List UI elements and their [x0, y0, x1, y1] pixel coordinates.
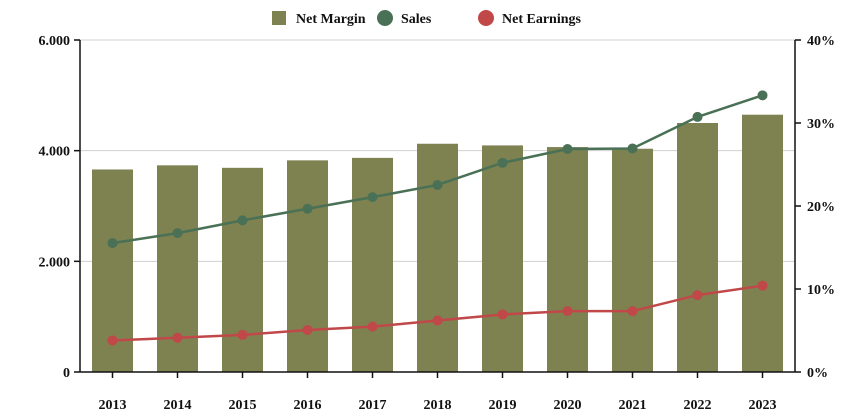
- net-earnings-point: [107, 335, 118, 346]
- net-margin-bar: [677, 123, 718, 372]
- sales-point: [367, 192, 378, 203]
- x-tick-label: 2023: [749, 398, 777, 412]
- net-margin-bar: [417, 143, 458, 372]
- sales-point: [562, 144, 573, 155]
- left-tick-label: 0: [63, 366, 70, 381]
- sales-point: [757, 90, 768, 101]
- line-series: [107, 90, 768, 346]
- net-earnings-point: [432, 315, 443, 326]
- sales-point: [172, 228, 183, 239]
- x-tick-label: 2021: [619, 398, 647, 412]
- x-tick-label: 2016: [294, 398, 322, 412]
- net-earnings-point: [302, 324, 313, 335]
- x-tick-label: 2014: [164, 398, 192, 412]
- sales-point: [692, 111, 703, 122]
- right-tick-label: 40%: [807, 34, 835, 49]
- x-tick-label: 2015: [229, 398, 257, 412]
- net-margin-bar: [287, 160, 328, 372]
- net-margin-bar: [742, 114, 783, 372]
- net-margin-legend-label: Net Margin: [296, 12, 366, 27]
- x-tick-label: 2013: [99, 398, 127, 412]
- x-tick-label: 2019: [489, 398, 517, 412]
- net-earnings-point: [757, 280, 768, 291]
- sales-legend-swatch: [377, 10, 393, 26]
- net-earnings-point: [497, 309, 508, 320]
- net-earnings-point: [367, 321, 378, 332]
- right-tick-label: 0%: [807, 366, 828, 381]
- x-tick-label: 2022: [684, 398, 712, 412]
- sales-point: [302, 203, 313, 214]
- net-earnings-point: [237, 329, 248, 340]
- legend: Net Margin Sales Net Earnings: [272, 10, 582, 27]
- net-earnings-point: [172, 332, 183, 343]
- net-margin-bar: [222, 167, 263, 372]
- net-margin-bar: [352, 157, 393, 372]
- sales-point: [237, 215, 248, 226]
- sales-point: [107, 238, 118, 249]
- x-tick-label: 2017: [359, 398, 387, 412]
- net-earnings-legend-swatch: [478, 10, 494, 26]
- net-margin-bar: [612, 148, 653, 372]
- sales-point: [432, 179, 443, 190]
- sales-legend-label: Sales: [401, 12, 432, 27]
- left-tick-label: 6.000: [39, 34, 71, 49]
- x-tick-label: 2018: [424, 398, 452, 412]
- net-margin-bar: [547, 147, 588, 372]
- net-earnings-legend-label: Net Earnings: [502, 12, 582, 27]
- net-earnings-point: [627, 306, 638, 317]
- net-margin-bars: [92, 114, 783, 372]
- right-tick-label: 30%: [807, 117, 835, 132]
- sales-point: [627, 143, 638, 154]
- right-tick-label: 20%: [807, 200, 835, 215]
- sales-point: [497, 157, 508, 168]
- left-tick-label: 4.000: [39, 145, 71, 160]
- net-margin-legend-swatch: [272, 11, 286, 25]
- left-tick-label: 2.000: [39, 255, 71, 270]
- right-tick-label: 10%: [807, 283, 835, 298]
- axes: 0 2.000 4.000 6.000 0% 10% 20% 30% 40% 2013 2014 20…: [39, 34, 836, 412]
- net-earnings-point: [562, 306, 573, 317]
- x-tick-label: 2020: [554, 398, 582, 412]
- net-earnings-point: [692, 290, 703, 301]
- net-margin-bar: [482, 145, 523, 372]
